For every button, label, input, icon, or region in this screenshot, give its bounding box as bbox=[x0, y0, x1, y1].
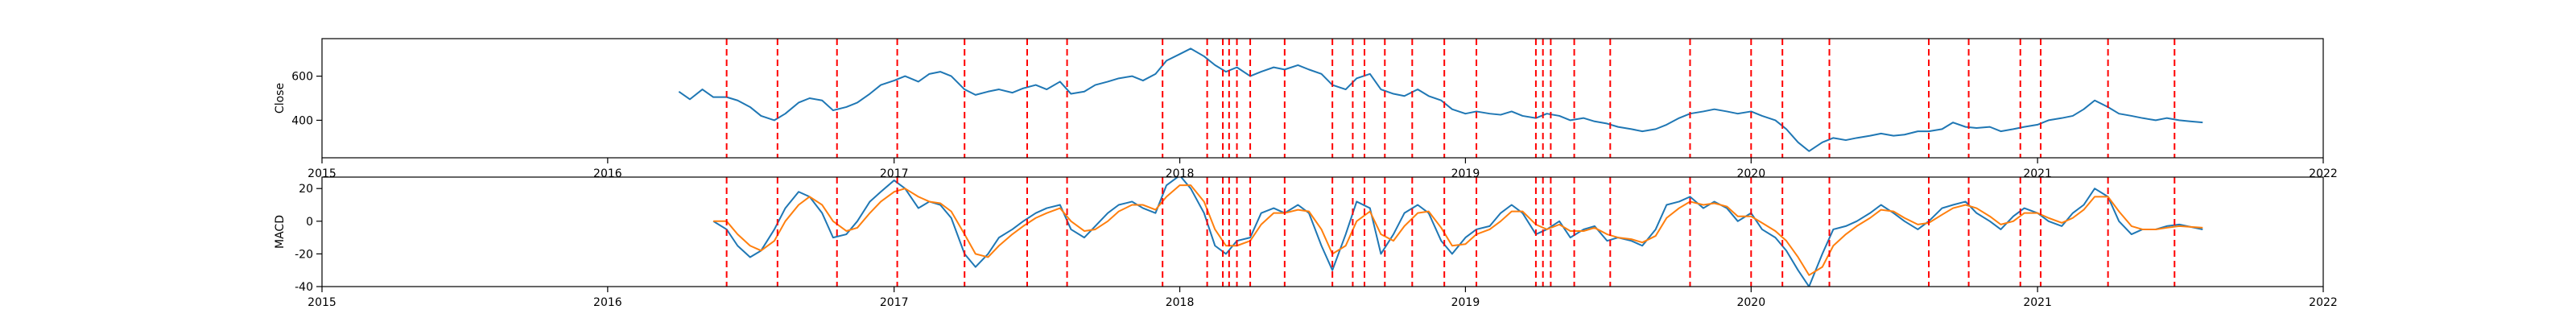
y-tick-label: -40 bbox=[295, 281, 313, 294]
y-axis-label: MACD bbox=[274, 215, 287, 249]
series-line-1 bbox=[678, 47, 2203, 152]
x-tick-label: 2017 bbox=[880, 296, 909, 309]
y-tick-label: 600 bbox=[291, 71, 313, 84]
plot-area bbox=[678, 39, 2203, 158]
axes-frame bbox=[321, 38, 2324, 159]
y-tick-label: -20 bbox=[295, 248, 313, 261]
x-tick-label: 2019 bbox=[1451, 167, 1480, 180]
x-tick-label: 2018 bbox=[1166, 296, 1195, 309]
series-line-1 bbox=[712, 177, 2203, 287]
x-tick-label: 2021 bbox=[2023, 296, 2052, 309]
x-tick-label: 2021 bbox=[2023, 167, 2052, 180]
x-tick-label: 2020 bbox=[1736, 296, 1765, 309]
plot-area bbox=[712, 177, 2203, 287]
x-tick-label: 2016 bbox=[593, 167, 622, 180]
y-tick-label: 20 bbox=[299, 183, 313, 196]
x-tick-label: 2016 bbox=[593, 296, 622, 309]
y-tick-label: 400 bbox=[291, 114, 313, 127]
series-line-2 bbox=[713, 184, 2203, 276]
x-tick-label: 2022 bbox=[2309, 296, 2338, 309]
axes-frame bbox=[321, 176, 2324, 287]
x-tick-label: 2017 bbox=[880, 167, 909, 180]
chart-panels: 2015 2016 2017 2018 2019 2020 2021 2022 400 600 Cl… bbox=[274, 38, 2338, 309]
y-tick-label: 0 bbox=[306, 216, 313, 229]
y-axis-label: Close bbox=[274, 83, 287, 114]
x-tick-label: 2018 bbox=[1166, 167, 1195, 180]
panel-2: 2015 2016 2017 2018 2019 2020 2021 2022 -40 -20 0 2… bbox=[274, 176, 2338, 309]
x-tick-label: 2019 bbox=[1451, 296, 1480, 309]
x-tick-label: 2015 bbox=[308, 296, 336, 309]
